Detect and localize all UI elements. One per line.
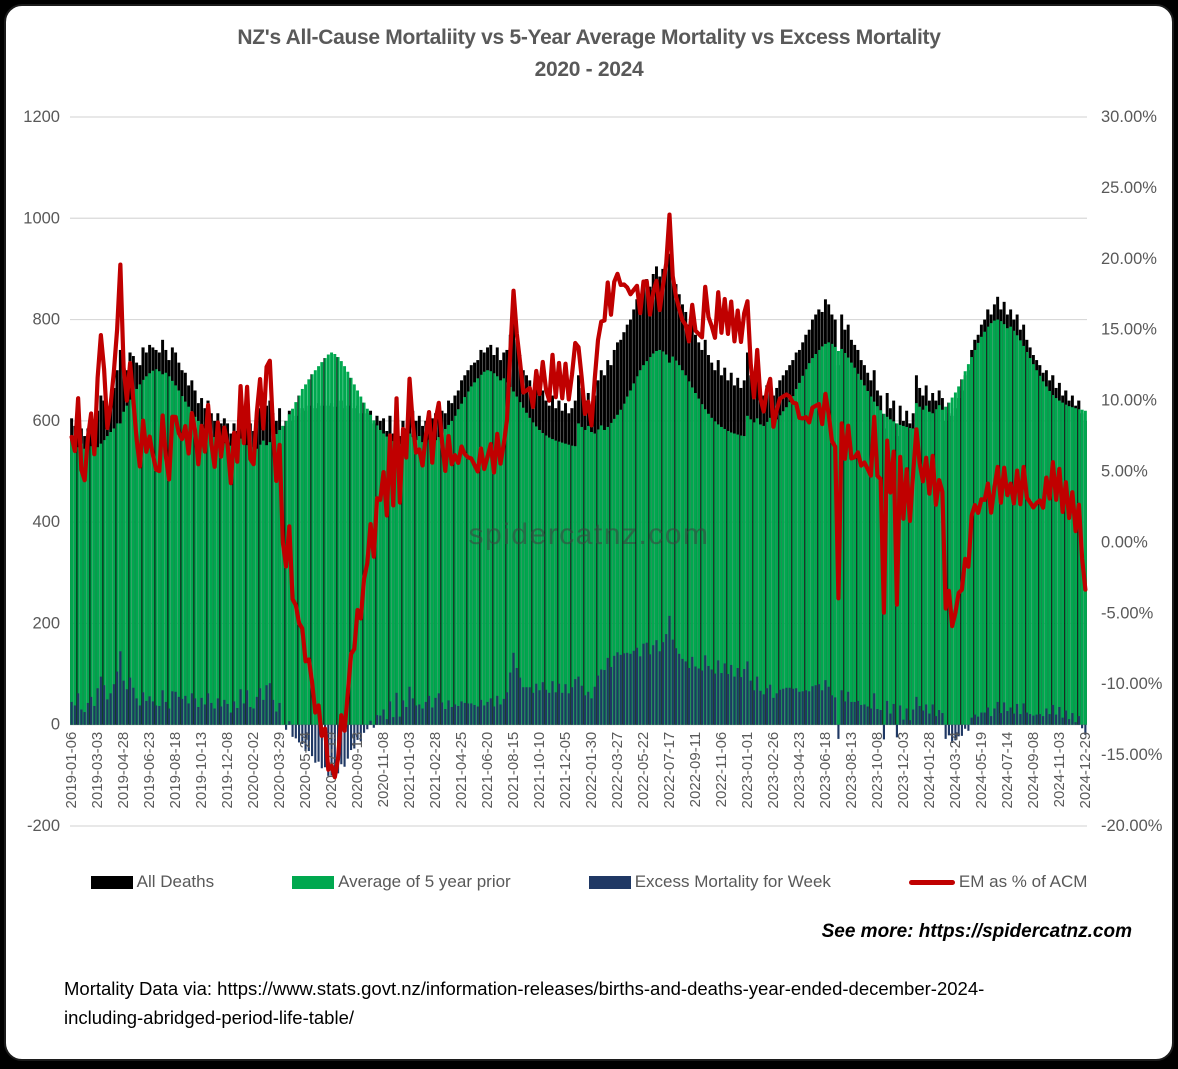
svg-text:2024-03-24: 2024-03-24 — [947, 732, 964, 809]
svg-text:20.00%: 20.00% — [1101, 250, 1157, 268]
svg-text:30.00%: 30.00% — [1101, 108, 1157, 126]
svg-text:2023-02-26: 2023-02-26 — [765, 732, 782, 809]
svg-text:1000: 1000 — [23, 209, 60, 227]
all-deaths-swatch-icon — [90, 875, 133, 889]
mortality-chart-area: 1200 1000 800 600 400 200 0 -200 30.00% 25.00% 20.… — [6, 98, 1176, 843]
data-source-line2: including-abridged-period-life-table/ — [64, 1007, 355, 1028]
svg-text:2021-10-10: 2021-10-10 — [531, 732, 548, 809]
svg-text:2023-08-13: 2023-08-13 — [843, 732, 860, 809]
svg-text:2020-05-24: 2020-05-24 — [297, 732, 314, 809]
svg-text:2020-11-08: 2020-11-08 — [375, 732, 392, 808]
legend-item-all-deaths: All Deaths — [90, 872, 215, 892]
svg-text:2019-12-08: 2019-12-08 — [219, 732, 236, 809]
svg-text:200: 200 — [32, 614, 60, 632]
svg-text:600: 600 — [32, 412, 60, 430]
svg-text:2024-12-29: 2024-12-29 — [1077, 732, 1094, 809]
svg-text:2020-02-02: 2020-02-02 — [245, 732, 262, 809]
legend-item-em-pct: EM as % of ACM — [908, 872, 1088, 892]
svg-text:2023-06-18: 2023-06-18 — [817, 732, 834, 809]
svg-text:2021-08-15: 2021-08-15 — [505, 732, 522, 809]
svg-text:2019-06-23: 2019-06-23 — [141, 732, 158, 809]
svg-text:2019-03-03: 2019-03-03 — [89, 732, 106, 809]
svg-text:2023-12-03: 2023-12-03 — [895, 732, 912, 809]
chart-title-line1: NZ's All-Cause Mortaliity vs 5-Year Aver… — [237, 26, 941, 49]
svg-text:2021-02-28: 2021-02-28 — [427, 732, 444, 809]
svg-text:2024-07-14: 2024-07-14 — [999, 732, 1016, 809]
svg-text:2019-08-18: 2019-08-18 — [167, 732, 184, 809]
svg-text:800: 800 — [32, 311, 60, 329]
svg-text:2021-06-20: 2021-06-20 — [479, 732, 496, 809]
legend-item-average: Average of 5 year prior — [292, 872, 511, 892]
svg-text:2024-01-28: 2024-01-28 — [921, 732, 938, 809]
svg-text:2020-03-29: 2020-03-29 — [271, 732, 288, 809]
svg-text:2021-01-03: 2021-01-03 — [401, 732, 418, 809]
svg-text:2019-10-13: 2019-10-13 — [193, 732, 210, 809]
svg-text:2022-07-17: 2022-07-17 — [661, 732, 678, 809]
svg-text:2021-04-25: 2021-04-25 — [453, 732, 470, 809]
svg-text:2023-04-23: 2023-04-23 — [791, 732, 808, 809]
svg-text:-5.00%: -5.00% — [1101, 604, 1154, 622]
legend-label: All Deaths — [136, 872, 215, 891]
average-bars — [70, 319, 1087, 725]
svg-text:0.00%: 0.00% — [1101, 533, 1148, 551]
mortality-chart: 1200 1000 800 600 400 200 0 -200 30.00% 25.00% 20.… — [23, 108, 1163, 835]
see-more-text: See more: https://spidercatnz.com — [821, 921, 1132, 942]
svg-text:2020-09-13: 2020-09-13 — [349, 732, 366, 809]
x-axis-labels: 2019-01-06 2019-03-03 2019-04-28 2019-06-23… — [63, 732, 1094, 809]
svg-text:-20.00%: -20.00% — [1101, 817, 1163, 835]
em-line-swatch-icon — [908, 879, 955, 885]
svg-text:-10.00%: -10.00% — [1101, 675, 1163, 693]
legend-label: Average of 5 year prior — [338, 872, 511, 891]
svg-text:-200: -200 — [27, 817, 60, 835]
svg-text:2024-11-03: 2024-11-03 — [1051, 732, 1068, 808]
svg-text:2022-11-06: 2022-11-06 — [713, 732, 730, 808]
em-percent-line — [69, 212, 1088, 780]
svg-text:1200: 1200 — [23, 108, 60, 126]
svg-text:0: 0 — [51, 716, 60, 734]
svg-text:2022-01-30: 2022-01-30 — [583, 732, 600, 809]
svg-text:2019-01-06: 2019-01-06 — [63, 732, 80, 809]
y-axis-left: 1200 1000 800 600 400 200 0 -200 — [23, 108, 60, 835]
chart-title-line2: 2020 - 2024 — [534, 58, 644, 81]
data-source-line1: Mortality Data via: https://www.stats.go… — [64, 978, 985, 999]
svg-text:-15.00%: -15.00% — [1101, 746, 1163, 764]
svg-text:10.00%: 10.00% — [1101, 392, 1157, 410]
svg-text:2022-05-22: 2022-05-22 — [635, 732, 652, 809]
svg-text:2023-10-08: 2023-10-08 — [869, 732, 886, 809]
data-source-text: Mortality Data via: https://www.stats.go… — [64, 974, 1132, 1032]
svg-text:2024-09-08: 2024-09-08 — [1025, 732, 1042, 809]
excess-bars — [70, 615, 1087, 778]
average-swatch-icon — [292, 875, 335, 889]
svg-text:15.00%: 15.00% — [1101, 321, 1157, 339]
svg-text:5.00%: 5.00% — [1101, 463, 1148, 481]
legend-label: EM as % of ACM — [958, 872, 1088, 891]
legend-item-excess: Excess Mortality for Week — [588, 872, 831, 892]
svg-text:2023-01-01: 2023-01-01 — [739, 732, 756, 809]
svg-text:2022-09-11: 2022-09-11 — [687, 732, 704, 808]
svg-text:2022-03-27: 2022-03-27 — [609, 732, 626, 809]
legend-label: Excess Mortality for Week — [634, 872, 831, 891]
svg-text:25.00%: 25.00% — [1101, 179, 1157, 197]
page-title: NZ's All-Cause Mortaliity vs 5-Year Aver… — [6, 22, 1172, 86]
svg-text:2021-12-05: 2021-12-05 — [557, 732, 574, 809]
svg-text:400: 400 — [32, 513, 60, 531]
bar-edge-lines — [76, 268, 1079, 725]
svg-text:2019-04-28: 2019-04-28 — [115, 732, 132, 809]
chart-card: NZ's All-Cause Mortaliity vs 5-Year Aver… — [4, 4, 1174, 1061]
excess-swatch-icon — [588, 875, 631, 889]
svg-text:2024-05-19: 2024-05-19 — [973, 732, 990, 809]
y-axis-right: 30.00% 25.00% 20.00% 15.00% 10.00% 5.00% 0.00%… — [1101, 108, 1163, 835]
chart-legend: All Deaths Average of 5 year prior Exces… — [6, 872, 1172, 892]
